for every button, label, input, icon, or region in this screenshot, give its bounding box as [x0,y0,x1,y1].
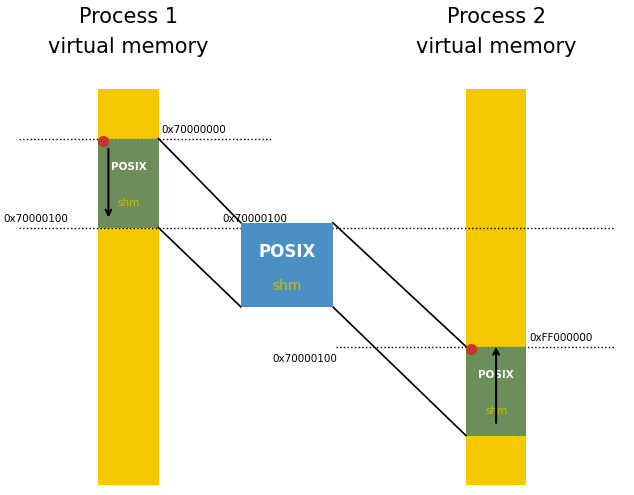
Text: shm: shm [117,198,139,208]
Text: Process 1: Process 1 [79,7,178,27]
Bar [98,139,158,228]
Bar [466,89,526,485]
Bar [466,346,526,436]
Text: virtual memory: virtual memory [48,37,209,57]
Text: POSIX: POSIX [258,243,316,261]
Bar [98,89,158,485]
Text: 0x70000100: 0x70000100 [273,354,337,364]
Text: 0xFF000000: 0xFF000000 [529,333,593,343]
Text: Process 2: Process 2 [446,7,546,27]
Text: 0x70000000: 0x70000000 [162,125,226,135]
Text: virtual memory: virtual memory [416,37,576,57]
Text: 0x70000100: 0x70000100 [3,214,68,224]
Text: POSIX: POSIX [110,162,146,172]
Text: shm: shm [485,405,507,416]
Text: shm: shm [272,279,302,293]
Text: POSIX: POSIX [478,370,514,380]
Bar [241,223,333,307]
Text: 0x70000100: 0x70000100 [222,214,287,224]
